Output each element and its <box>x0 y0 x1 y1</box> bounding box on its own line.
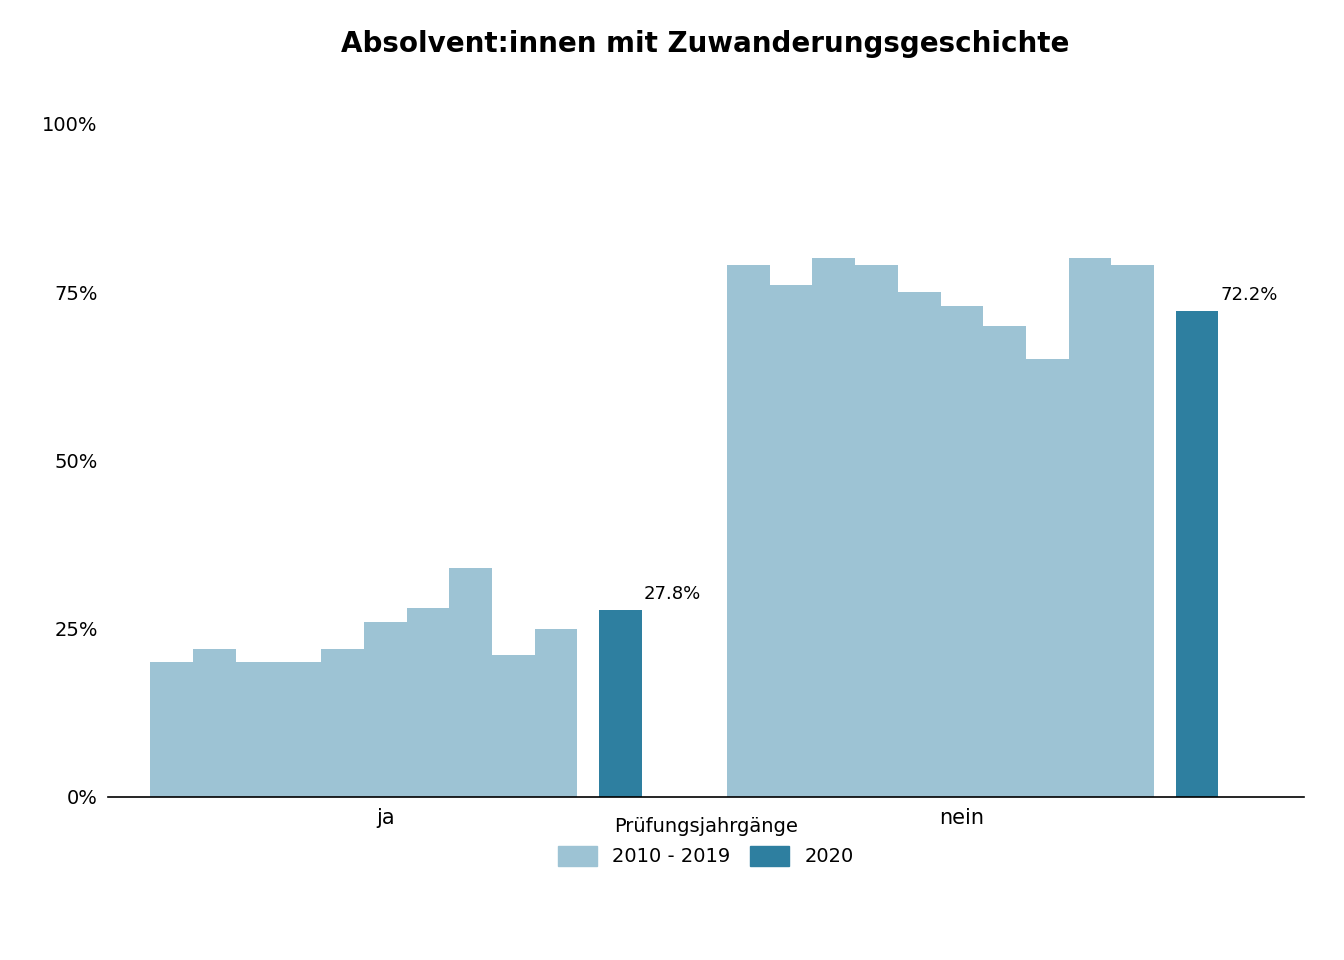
Bar <box>406 609 449 797</box>
Bar <box>984 325 1025 797</box>
Bar <box>1111 265 1154 797</box>
Bar <box>770 285 812 797</box>
Bar <box>599 610 641 797</box>
Bar <box>1025 359 1068 797</box>
Bar <box>321 649 364 797</box>
Title: Absolvent:innen mit Zuwanderungsgeschichte: Absolvent:innen mit Zuwanderungsgeschich… <box>341 30 1070 58</box>
Text: 27.8%: 27.8% <box>644 585 702 603</box>
Bar <box>364 622 406 797</box>
Bar <box>449 568 492 797</box>
Bar <box>812 258 855 797</box>
Text: 72.2%: 72.2% <box>1220 286 1278 304</box>
Bar <box>898 292 941 797</box>
Bar <box>855 265 898 797</box>
Bar <box>235 662 278 797</box>
Legend: 2010 - 2019, 2020: 2010 - 2019, 2020 <box>558 817 853 866</box>
Bar <box>1176 311 1218 797</box>
Bar <box>1068 258 1111 797</box>
Bar <box>151 662 194 797</box>
Bar <box>535 629 578 797</box>
Bar <box>278 662 321 797</box>
Bar <box>941 305 984 797</box>
Bar <box>194 649 235 797</box>
Bar <box>727 265 770 797</box>
Bar <box>492 656 535 797</box>
